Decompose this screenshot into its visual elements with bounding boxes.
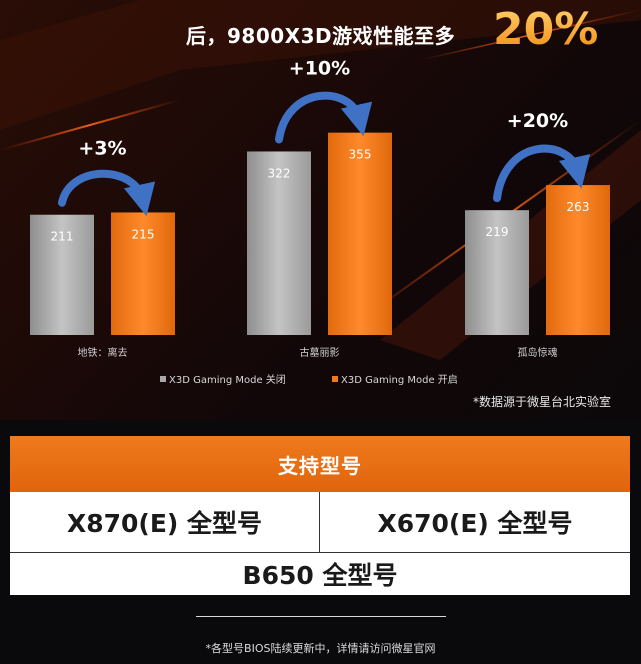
category-label: 地铁：离去 bbox=[78, 346, 128, 359]
bar-on-0 bbox=[111, 212, 175, 335]
increase-arrow bbox=[493, 144, 591, 203]
bar-value-label: 215 bbox=[132, 227, 155, 241]
bar-off-2 bbox=[465, 210, 529, 335]
category-label: 孤岛惊魂 bbox=[518, 346, 558, 359]
category-label: 古墓丽影 bbox=[300, 346, 340, 359]
table-divider-horizontal bbox=[10, 552, 630, 553]
footer-divider bbox=[196, 616, 446, 617]
data-source-note: *数据源于微星台北实验室 bbox=[472, 395, 611, 409]
increase-annotation: +3% bbox=[78, 137, 126, 159]
legend-swatch bbox=[332, 376, 338, 382]
bar-off-1 bbox=[247, 151, 311, 335]
model-x670e: X670(E) 全型号 bbox=[377, 509, 573, 538]
model-b650: B650 全型号 bbox=[242, 561, 398, 590]
support-models-header: 支持型号 bbox=[10, 436, 630, 492]
increase-annotation: +10% bbox=[289, 58, 350, 80]
performance-bar-chart: 211 215 地铁：离去 +3% 322 355 古墓丽影 +10% 219 263 孤岛惊魂 +2… bbox=[30, 58, 610, 386]
bar-on-1 bbox=[328, 132, 392, 335]
page-title: 后，9800X3D游戏性能至多 bbox=[186, 24, 456, 48]
bar-value-label: 322 bbox=[268, 166, 291, 180]
bios-footnote: *各型号BIOS陆续更新中，详情请访问微星官网 bbox=[205, 642, 436, 655]
bar-off-0 bbox=[30, 214, 94, 335]
chart-legend: X3D Gaming Mode 关闭 X3D Gaming Mode 开启 bbox=[160, 373, 458, 386]
title-highlight: 20% bbox=[493, 4, 599, 55]
increase-arrow bbox=[275, 91, 373, 144]
table-divider-vertical bbox=[319, 492, 320, 552]
bar-on-2 bbox=[546, 185, 610, 335]
increase-arrow bbox=[58, 169, 156, 217]
legend-label: X3D Gaming Mode 开启 bbox=[341, 373, 458, 386]
bar-value-label: 219 bbox=[486, 225, 509, 239]
increase-annotation: +20% bbox=[507, 110, 568, 132]
bar-value-label: 355 bbox=[349, 148, 372, 162]
bar-value-label: 211 bbox=[51, 230, 74, 244]
bar-value-label: 263 bbox=[567, 200, 590, 214]
legend-label: X3D Gaming Mode 关闭 bbox=[169, 373, 286, 386]
model-x870e: X870(E) 全型号 bbox=[66, 509, 263, 538]
support-models-table: X870(E) 全型号 X670(E) 全型号 B650 全型号 bbox=[10, 492, 630, 595]
legend-swatch bbox=[160, 376, 166, 382]
